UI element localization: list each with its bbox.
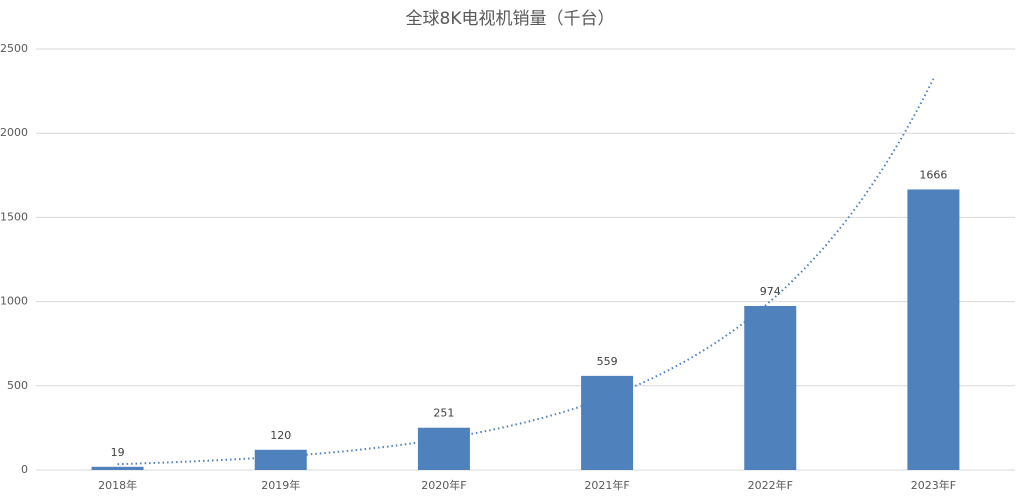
x-tick-label: 2022年F — [748, 478, 793, 492]
data-label: 559 — [597, 355, 618, 368]
y-tick-label: 1000 — [0, 295, 28, 308]
y-tick-label: 1500 — [0, 210, 28, 223]
x-tick-label: 2023年F — [911, 478, 956, 492]
bar — [254, 449, 307, 470]
data-label: 1666 — [919, 168, 947, 181]
x-tick-label: 2019年 — [261, 478, 300, 492]
bar — [91, 466, 144, 470]
data-label: 120 — [270, 429, 291, 442]
x-tick-label: 2018年 — [98, 478, 137, 492]
x-tick-label: 2021年F — [584, 478, 629, 492]
bar — [907, 189, 960, 470]
chart-title: 全球8K电视机销量（千台） — [406, 9, 615, 29]
data-label: 19 — [111, 446, 125, 459]
trendline — [117, 78, 935, 466]
y-tick-label: 500 — [7, 379, 28, 392]
data-label: 251 — [433, 407, 454, 420]
data-label: 974 — [760, 285, 781, 298]
x-tick-label: 2020年F — [421, 478, 466, 492]
y-tick-label: 0 — [21, 463, 28, 476]
y-tick-label: 2000 — [0, 126, 28, 139]
bar — [417, 427, 470, 470]
bar — [744, 305, 797, 470]
bar — [581, 375, 634, 470]
y-tick-label: 2500 — [0, 42, 28, 55]
